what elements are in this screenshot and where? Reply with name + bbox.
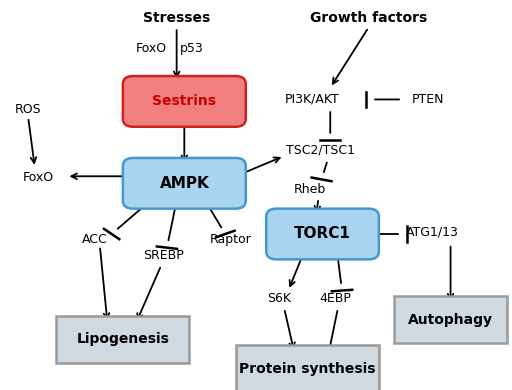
- Text: PI3K/AKT: PI3K/AKT: [285, 93, 339, 106]
- Text: ACC: ACC: [82, 233, 108, 246]
- Text: FoxO: FoxO: [23, 171, 54, 184]
- FancyBboxPatch shape: [394, 296, 507, 343]
- Text: Stresses: Stresses: [143, 11, 210, 25]
- Text: Growth factors: Growth factors: [310, 11, 428, 25]
- Text: SREBP: SREBP: [143, 249, 184, 262]
- Text: AMPK: AMPK: [159, 176, 209, 191]
- Text: TSC2/TSC1: TSC2/TSC1: [286, 144, 354, 157]
- FancyBboxPatch shape: [266, 209, 379, 259]
- Text: ROS: ROS: [15, 103, 41, 116]
- Text: FoxO: FoxO: [136, 42, 166, 55]
- Text: p53: p53: [180, 42, 204, 55]
- Text: S6K: S6K: [267, 292, 291, 305]
- Text: Autophagy: Autophagy: [408, 313, 493, 327]
- FancyBboxPatch shape: [56, 316, 189, 363]
- Text: Sestrins: Sestrins: [153, 94, 216, 108]
- Text: PTEN: PTEN: [411, 93, 444, 106]
- FancyBboxPatch shape: [123, 158, 246, 209]
- Text: Lipogenesis: Lipogenesis: [76, 332, 169, 346]
- FancyBboxPatch shape: [123, 76, 246, 127]
- Text: Protein synthesis: Protein synthesis: [239, 362, 375, 376]
- Text: 4EBP: 4EBP: [319, 292, 351, 305]
- FancyBboxPatch shape: [236, 345, 379, 390]
- Text: ATG1/13: ATG1/13: [406, 225, 459, 239]
- Text: Raptor: Raptor: [209, 233, 251, 246]
- Text: Rheb: Rheb: [294, 183, 326, 196]
- Text: TORC1: TORC1: [294, 227, 351, 241]
